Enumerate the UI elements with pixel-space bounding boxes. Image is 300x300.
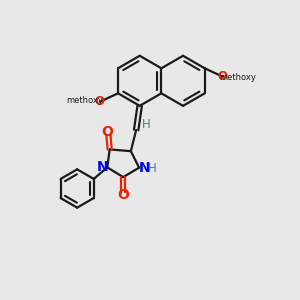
Text: H: H: [148, 162, 157, 175]
Text: O: O: [95, 95, 105, 108]
Text: O: O: [102, 125, 113, 139]
Text: H: H: [142, 118, 150, 131]
Text: methoxy: methoxy: [220, 74, 256, 82]
Text: N: N: [138, 161, 150, 175]
Text: N: N: [97, 160, 108, 174]
Text: O: O: [218, 70, 228, 83]
Text: methoxy: methoxy: [67, 96, 103, 105]
Text: O: O: [117, 188, 129, 202]
